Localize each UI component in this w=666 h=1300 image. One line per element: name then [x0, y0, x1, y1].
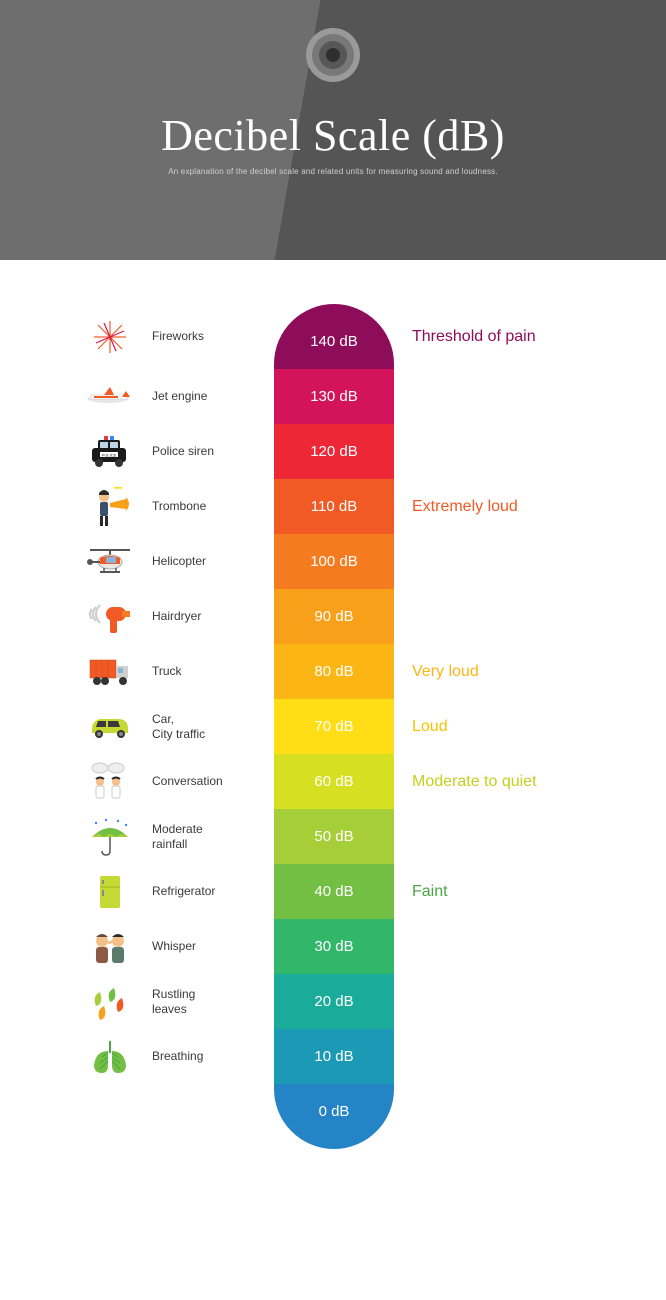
scale-bar-segment: 100 dB: [274, 534, 394, 589]
scale-item-label: Rustling leaves: [152, 987, 262, 1016]
whisper-icon: [80, 919, 140, 974]
loudness-category: Loud: [406, 718, 586, 736]
umbrella-icon: [80, 809, 140, 864]
db-value: 90 dB: [314, 608, 353, 625]
scale-bar-segment: 90 dB: [274, 589, 394, 644]
scale-bar-segment: 140 dB: [274, 304, 394, 369]
scale-item-label: Moderate rainfall: [152, 822, 262, 851]
scale-item-label: Truck: [152, 664, 262, 678]
hairdryer-icon: [80, 589, 140, 644]
scale-bar-segment: 70 dB: [274, 699, 394, 754]
loudness-category: Extremely loud: [406, 498, 586, 516]
loudness-category: Threshold of pain: [406, 328, 586, 346]
empty-icon: [80, 1089, 140, 1144]
truck-icon: [80, 644, 140, 699]
db-value: 70 dB: [314, 718, 353, 735]
car-icon: [80, 699, 140, 754]
scale-bar-segment: 20 dB: [274, 974, 394, 1029]
scale-item-label: Helicopter: [152, 554, 262, 568]
scale-item-label: Hairdryer: [152, 609, 262, 623]
leaves-icon: [80, 974, 140, 1029]
police-icon: [80, 424, 140, 479]
scale-item-label: Fireworks: [152, 329, 262, 343]
db-value: 10 dB: [314, 1048, 353, 1065]
db-value: 50 dB: [314, 828, 353, 845]
scale-bar-segment: 30 dB: [274, 919, 394, 974]
scale-bar-segment: 10 dB: [274, 1029, 394, 1084]
scale-bar-segment: 40 dB: [274, 864, 394, 919]
header-ornament-icon: [306, 28, 360, 82]
db-value: 0 dB: [319, 1103, 350, 1120]
db-value: 120 dB: [310, 443, 358, 460]
helicopter-icon: [80, 534, 140, 589]
jet-icon: [80, 369, 140, 424]
scale-item-label: Refrigerator: [152, 884, 262, 898]
db-value: 140 dB: [310, 333, 358, 350]
trombone-icon: [80, 479, 140, 534]
header: Decibel Scale (dB) An explanation of the…: [0, 0, 666, 260]
db-value: 80 dB: [314, 663, 353, 680]
db-value: 30 dB: [314, 938, 353, 955]
db-value: 40 dB: [314, 883, 353, 900]
conversation-icon: [80, 754, 140, 809]
scale-bar-segment: 80 dB: [274, 644, 394, 699]
db-value: 130 dB: [310, 388, 358, 405]
scale-bar-segment: 110 dB: [274, 479, 394, 534]
db-value: 110 dB: [311, 498, 357, 515]
scale-bar-segment: 50 dB: [274, 809, 394, 864]
loudness-category: Moderate to quiet: [406, 773, 586, 791]
scale-bar-segment: 130 dB: [274, 369, 394, 424]
fireworks-icon: [80, 309, 140, 364]
scale-chart: Fireworks 140 dB Threshold of pain Jet engi…: [0, 260, 666, 1149]
scale-bar-segment: 0 dB: [274, 1084, 394, 1149]
loudness-category: Very loud: [406, 663, 586, 681]
scale-item-label: Jet engine: [152, 389, 262, 403]
scale-item-label: Breathing: [152, 1049, 262, 1063]
db-value: 20 dB: [314, 993, 353, 1010]
scale-item-label: Police siren: [152, 444, 262, 458]
lungs-icon: [80, 1029, 140, 1084]
scale-item-label: Trombone: [152, 499, 262, 513]
scale-bar-segment: 120 dB: [274, 424, 394, 479]
scale-item-label: Conversation: [152, 774, 262, 788]
scale-bar-segment: 60 dB: [274, 754, 394, 809]
loudness-category: Faint: [406, 883, 586, 901]
scale-item-label: Whisper: [152, 939, 262, 953]
page-subtitle: An explanation of the decibel scale and …: [0, 167, 666, 176]
scale-item-label: Car, City traffic: [152, 712, 262, 741]
db-value: 100 dB: [310, 553, 358, 570]
fridge-icon: [80, 864, 140, 919]
page-title: Decibel Scale (dB): [0, 110, 666, 161]
db-value: 60 dB: [314, 773, 353, 790]
